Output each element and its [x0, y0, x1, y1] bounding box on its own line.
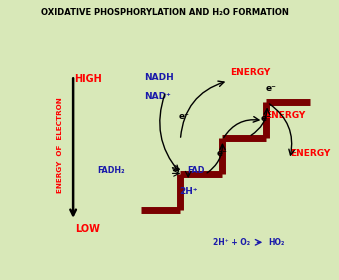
Text: HIGH: HIGH [74, 74, 102, 84]
Text: FAD: FAD [187, 166, 204, 175]
Text: ENERGY: ENERGY [265, 111, 305, 120]
Text: ENERGY: ENERGY [230, 68, 270, 77]
Text: ENERGY  OF  ELECTRON: ENERGY OF ELECTRON [57, 97, 63, 193]
Text: e⁻: e⁻ [260, 114, 271, 123]
Text: OXIDATIVE PHOSPHORYLATION AND H₂O FORMATION: OXIDATIVE PHOSPHORYLATION AND H₂O FORMAT… [41, 8, 289, 17]
Text: 2H⁺: 2H⁺ [179, 187, 197, 196]
Text: e⁻: e⁻ [178, 112, 189, 121]
Text: e⁻: e⁻ [265, 84, 276, 93]
Text: HO₂: HO₂ [268, 238, 284, 247]
Text: NAD⁺: NAD⁺ [144, 92, 171, 101]
Text: e⁻: e⁻ [216, 150, 227, 158]
Text: ENERGY: ENERGY [291, 150, 331, 158]
Text: FADH₂: FADH₂ [97, 166, 125, 175]
Text: LOW: LOW [75, 224, 100, 234]
Text: NADH: NADH [144, 73, 174, 82]
Text: 2H⁺ + O₂: 2H⁺ + O₂ [213, 238, 250, 247]
